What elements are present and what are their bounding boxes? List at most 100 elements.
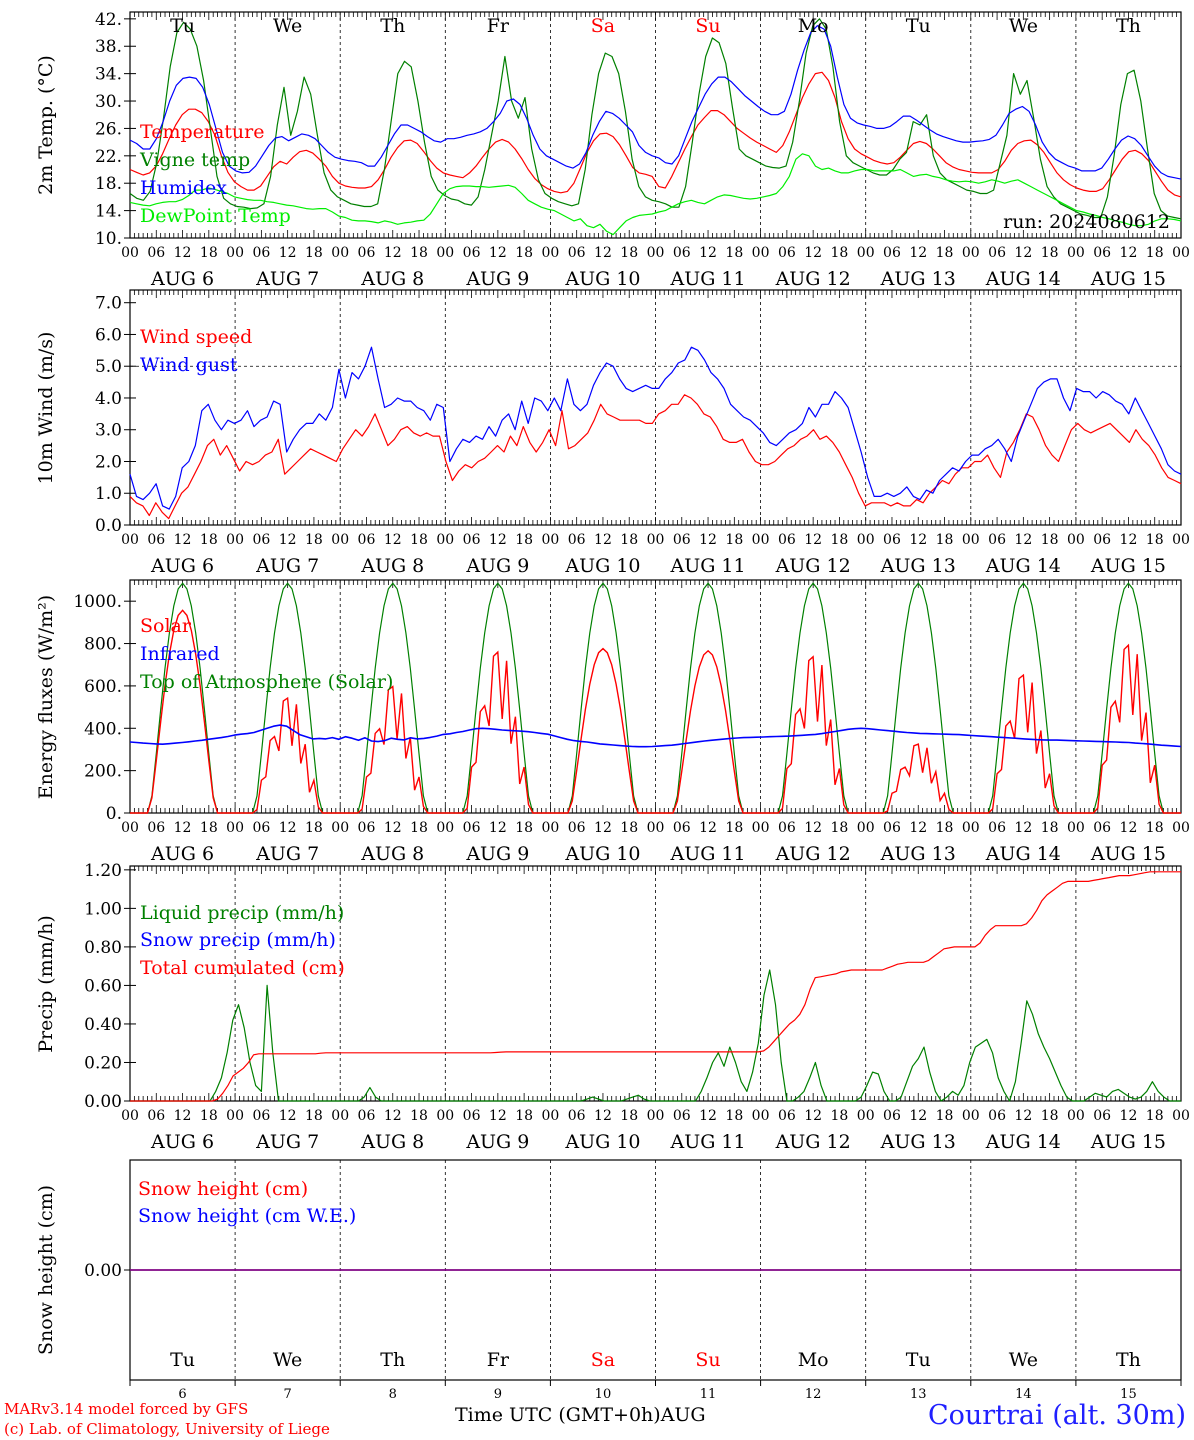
y-tick-label: 3.0 bbox=[95, 421, 122, 441]
hour-label: 06 bbox=[463, 532, 481, 548]
date-label: AUG 11 bbox=[669, 555, 745, 577]
hour-label: 12 bbox=[174, 1108, 192, 1124]
hour-label: 06 bbox=[778, 532, 796, 548]
hour-label: 06 bbox=[883, 820, 901, 836]
day-name: Tu bbox=[170, 1349, 195, 1371]
legend-entry: DewPoint Temp bbox=[140, 205, 291, 227]
day-number: 15 bbox=[1120, 1387, 1137, 1402]
hour-label: 00 bbox=[541, 820, 559, 836]
date-label: AUG 10 bbox=[564, 843, 640, 865]
series-line-1 bbox=[129, 18, 1182, 220]
hour-label: 00 bbox=[541, 1108, 559, 1124]
hour-label: 00 bbox=[436, 245, 454, 261]
hour-label: 06 bbox=[358, 532, 376, 548]
hour-label: 18 bbox=[831, 245, 849, 261]
hour-label: 12 bbox=[174, 532, 192, 548]
day-name: We bbox=[1009, 1349, 1038, 1371]
hour-label: 00 bbox=[752, 245, 770, 261]
y-tick-label: 2.0 bbox=[95, 452, 122, 472]
y-tick-label: 800. bbox=[84, 635, 122, 655]
hour-label: 18 bbox=[515, 820, 533, 836]
hour-label: 06 bbox=[252, 245, 270, 261]
y-tick-label: 0.40 bbox=[84, 1015, 122, 1035]
hour-label: 06 bbox=[463, 1108, 481, 1124]
day-name: Su bbox=[695, 15, 720, 37]
hour-label: 06 bbox=[463, 245, 481, 261]
hour-label: 00 bbox=[962, 1108, 980, 1124]
hour-label: 12 bbox=[279, 1108, 297, 1124]
date-label: AUG 15 bbox=[1090, 1131, 1166, 1153]
hour-label: 12 bbox=[699, 532, 717, 548]
hour-label: 18 bbox=[1041, 820, 1059, 836]
hour-label: 12 bbox=[1014, 1108, 1032, 1124]
hour-label: 06 bbox=[463, 820, 481, 836]
legend-entry: Snow precip (mm/h) bbox=[140, 929, 336, 951]
hour-label: 18 bbox=[936, 1108, 954, 1124]
date-label: AUG 14 bbox=[985, 843, 1061, 865]
hour-label: 18 bbox=[200, 245, 218, 261]
hour-label: 18 bbox=[620, 820, 638, 836]
hour-ticks bbox=[129, 12, 1182, 238]
date-label: AUG 13 bbox=[880, 268, 956, 290]
day-name: Su bbox=[695, 1349, 720, 1371]
date-label: AUG 7 bbox=[255, 1131, 319, 1153]
day-number: 8 bbox=[389, 1387, 397, 1402]
hour-label: 06 bbox=[883, 532, 901, 548]
day-number: 6 bbox=[178, 1387, 186, 1402]
hour-label: 18 bbox=[831, 1108, 849, 1124]
hour-label: 12 bbox=[1120, 245, 1138, 261]
hour-label: 18 bbox=[305, 1108, 323, 1124]
hour-label: 06 bbox=[1093, 1108, 1111, 1124]
hour-label: 12 bbox=[174, 820, 192, 836]
hour-label: 00 bbox=[1172, 245, 1190, 261]
day-name: Tu bbox=[906, 15, 931, 37]
date-label: AUG 11 bbox=[669, 268, 745, 290]
day-number: 14 bbox=[1015, 1387, 1032, 1402]
hour-label: 00 bbox=[121, 245, 139, 261]
hour-label: 12 bbox=[909, 1108, 927, 1124]
hour-label: 06 bbox=[673, 1108, 691, 1124]
legend-entry: Total cumulated (cm) bbox=[140, 957, 345, 979]
hour-label: 12 bbox=[594, 820, 612, 836]
y-tick-label: 1.20 bbox=[84, 861, 122, 881]
y-tick-label: 42. bbox=[95, 10, 122, 30]
hour-label: 00 bbox=[1172, 1108, 1190, 1124]
day-name: Fr bbox=[487, 1349, 510, 1371]
lab-credit-text: (c) Lab. of Climatology, University of L… bbox=[4, 1420, 330, 1438]
day-name: We bbox=[273, 15, 302, 37]
date-label: AUG 6 bbox=[150, 555, 214, 577]
hour-label: 12 bbox=[804, 820, 822, 836]
day-name: We bbox=[1009, 15, 1038, 37]
y-tick-label: 14. bbox=[95, 202, 122, 222]
y-axis-label: 10m Wind (m/s) bbox=[35, 332, 57, 485]
y-tick-label: 26. bbox=[95, 119, 122, 139]
date-label: AUG 10 bbox=[564, 555, 640, 577]
hour-label: 18 bbox=[410, 1108, 428, 1124]
hour-label: 06 bbox=[988, 820, 1006, 836]
hour-label: 06 bbox=[568, 245, 586, 261]
hour-label: 00 bbox=[647, 245, 665, 261]
date-label: AUG 12 bbox=[775, 843, 851, 865]
hour-label: 18 bbox=[620, 532, 638, 548]
y-tick-label: 600. bbox=[84, 677, 122, 697]
hour-label: 18 bbox=[305, 245, 323, 261]
hour-label: 18 bbox=[936, 532, 954, 548]
day-name: Th bbox=[1116, 15, 1141, 37]
hour-label: 12 bbox=[384, 245, 402, 261]
hour-label: 18 bbox=[410, 532, 428, 548]
hour-label: 06 bbox=[147, 245, 165, 261]
y-tick-label: 400. bbox=[84, 719, 122, 739]
hour-label: 00 bbox=[541, 245, 559, 261]
hour-label: 00 bbox=[1067, 820, 1085, 836]
series-line-2 bbox=[130, 871, 1181, 1102]
date-label: AUG 8 bbox=[360, 268, 424, 290]
date-label: AUG 7 bbox=[255, 268, 319, 290]
hour-label: 12 bbox=[909, 820, 927, 836]
legend-entry: Top of Atmosphere (Solar) bbox=[140, 671, 393, 693]
series-line-solar bbox=[130, 609, 1181, 814]
hour-label: 00 bbox=[857, 245, 875, 261]
hour-label: 00 bbox=[226, 1108, 244, 1124]
date-label: AUG 13 bbox=[880, 843, 956, 865]
y-tick-label: 5.0 bbox=[95, 357, 122, 377]
hour-label: 18 bbox=[305, 532, 323, 548]
